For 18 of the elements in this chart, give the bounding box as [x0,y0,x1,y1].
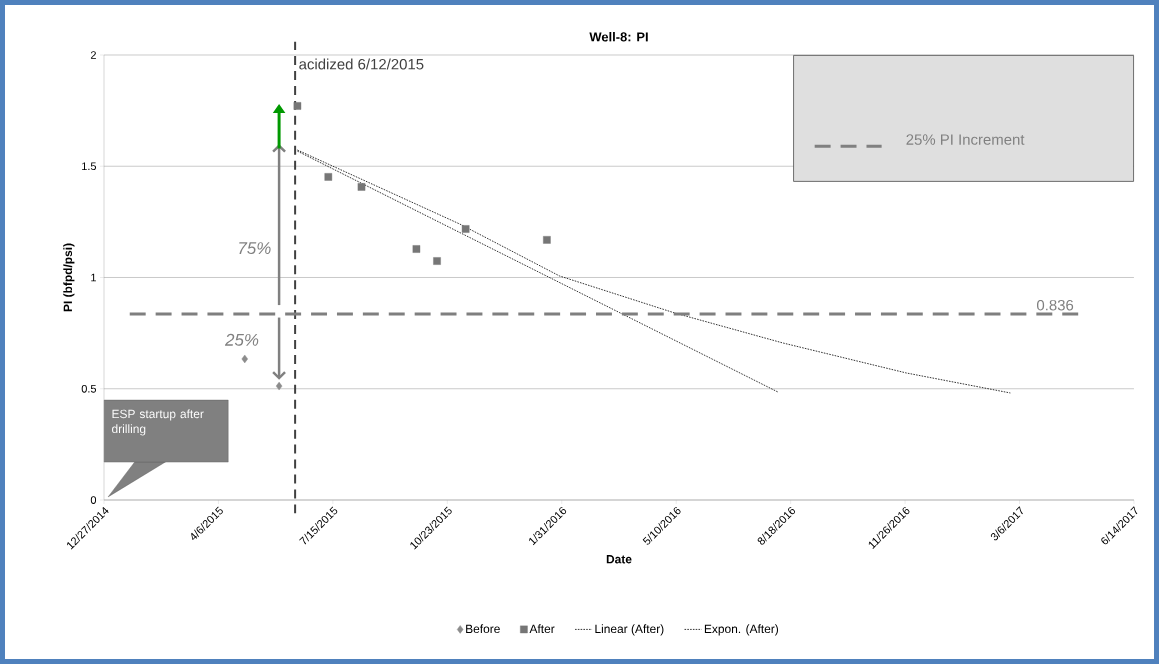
legend-label: After [529,624,555,634]
chart-title: Well-8: PI [589,31,648,42]
y-tick-label: 2 [90,51,96,59]
y-tick-label: 0 [90,496,97,504]
ref-line-label: 0.836 [1036,299,1074,311]
y-tick-label: 0.5 [81,384,97,393]
annotation: ESP startup after drilling [112,409,204,436]
y-axis-title: PI (bfpd/psi) [63,243,75,312]
annotation: 25% PI Increment [906,134,1025,145]
y-tick-label: 1 [91,273,96,282]
annotation: 75% [239,242,271,255]
legend-label: Expon. (After) [704,624,779,636]
legend-label: Linear (After) [595,624,664,636]
x-axis-title: Date [606,555,632,564]
legend-label: Before [466,624,500,634]
y-tick-label: 1.5 [82,162,97,171]
ref-line-label: acidized 6/12/2015 [299,58,424,70]
annotation: 25% [224,333,259,346]
